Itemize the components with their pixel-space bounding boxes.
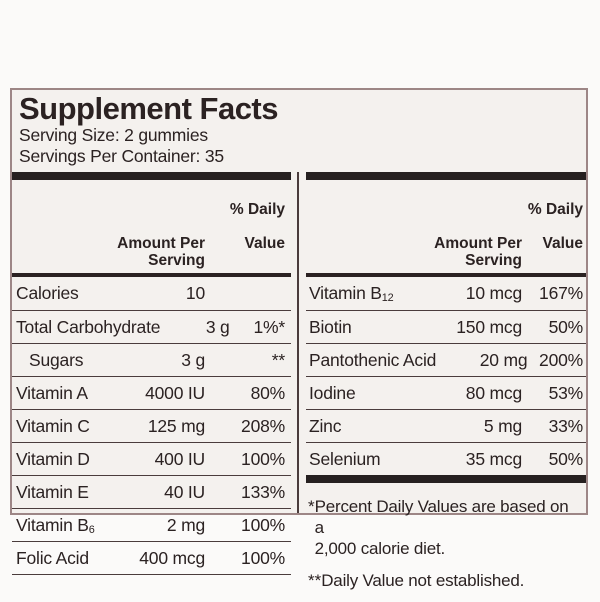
table-row: Sugars 3 g **: [12, 343, 291, 376]
nutrient-name: Vitamin B6: [16, 514, 95, 536]
table-row: Folic Acid 400 mcg 100%: [12, 541, 291, 574]
label-header: Supplement Facts Serving Size: 2 gummies…: [12, 90, 586, 167]
daily-value-percent: 80%: [250, 382, 286, 403]
amount-header-line1: Amount Per: [434, 235, 522, 252]
table-row: Vitamin B6 2 mg 100%: [12, 508, 291, 541]
amount-header-line2: Serving: [465, 252, 522, 269]
daily-value-percent: 50%: [548, 316, 584, 337]
amount-per-serving-value: 125 mg: [147, 415, 205, 436]
daily-value-percent: 100%: [241, 448, 285, 469]
section-divider-bar: [306, 475, 586, 483]
nutrient-rows-left: Calories 10 Total Carbohydrate 3 g 1%* Sugars…: [12, 277, 291, 575]
amount-per-serving-value: 4000 IU: [145, 382, 205, 403]
amount-per-serving-value: 10 mcg: [465, 283, 522, 303]
nutrient-name: Biotin: [309, 316, 352, 337]
daily-value-percent: **: [271, 349, 285, 370]
amount-header-line2: Serving: [148, 252, 205, 269]
label-title: Supplement Facts: [19, 91, 279, 126]
amount-per-serving-value: 80 mcg: [465, 382, 522, 403]
daily-value-percent: 100%: [241, 514, 285, 535]
dv-header-line2: Value: [542, 235, 584, 252]
amount-per-serving-value: 20 mg: [479, 349, 528, 370]
nutrient-name: Pantothenic Acid: [309, 349, 437, 370]
table-row: Selenium 35 mcg 50%: [306, 442, 586, 475]
facts-columns: Amount Per Serving % Daily Value Calorie…: [12, 172, 586, 590]
nutrient-name: Vitamin C: [16, 415, 90, 436]
nutrient-name: Vitamin E: [16, 481, 89, 502]
amount-per-serving-value: 400 mcg: [139, 547, 205, 568]
table-row: Pantothenic Acid 20 mg 200%: [306, 343, 586, 376]
footnote-not-established: ** Daily Value not established.: [308, 570, 582, 591]
table-row: Calories 10: [12, 277, 291, 310]
nutrient-name: Vitamin B12: [309, 283, 394, 305]
dv-header-line2: Value: [244, 235, 286, 252]
facts-column-left: Amount Per Serving % Daily Value Calorie…: [12, 172, 299, 575]
nutrient-name: Folic Acid: [16, 547, 89, 568]
daily-value-percent: 208%: [241, 415, 285, 436]
amount-header-line1: Amount Per: [117, 235, 205, 252]
daily-value-header: % Daily Value: [522, 184, 586, 269]
footnote-daily-values: * Percent Daily Values are based on a 2,00…: [308, 496, 582, 559]
amount-per-serving-value: 150 mcg: [456, 316, 522, 337]
facts-column-right: Amount Per Serving % Daily Value Vitamin…: [299, 172, 586, 590]
serving-size: Serving Size: 2 gummies: [19, 125, 208, 145]
amount-per-serving-value: 400 IU: [154, 448, 206, 469]
footnotes: * Percent Daily Values are based on a 2,00…: [306, 483, 586, 602]
amount-per-serving-value: 40 IU: [164, 481, 205, 502]
nutrient-name: Zinc: [309, 415, 342, 436]
table-row: Total Carbohydrate 3 g 1%*: [12, 310, 291, 343]
nutrient-name: Vitamin D: [16, 448, 90, 469]
nutrient-name: Selenium: [309, 448, 381, 469]
daily-value-percent: 53%: [548, 382, 584, 403]
nutrient-name: Calories: [16, 283, 79, 303]
daily-value-percent: 50%: [548, 448, 584, 469]
table-row: Vitamin E 40 IU 133%: [12, 475, 291, 508]
daily-value-percent: 200%: [539, 349, 583, 370]
amount-per-serving-header: Amount Per Serving: [12, 235, 205, 269]
dv-header-line1: % Daily: [527, 201, 583, 218]
daily-value-header: % Daily Value: [205, 184, 291, 269]
amount-per-serving-value: 2 mg: [166, 514, 205, 535]
amount-per-serving-value: 35 mcg: [465, 448, 522, 469]
supplement-facts-label: Supplement Facts Serving Size: 2 gummies…: [10, 88, 588, 590]
nutrient-name-subscript: 12: [381, 292, 394, 305]
column-header-left: Amount Per Serving % Daily Value: [12, 180, 291, 277]
column-header-right: Amount Per Serving % Daily Value: [306, 180, 586, 277]
section-divider-bar: [12, 172, 291, 180]
table-row: Vitamin B12 10 mcg 167%: [306, 277, 586, 310]
dv-header-line1: % Daily: [229, 201, 285, 218]
nutrient-name: Vitamin A: [16, 382, 88, 403]
nutrient-name: Total Carbohydrate: [16, 316, 161, 337]
amount-per-serving-header: Amount Per Serving: [306, 235, 522, 269]
table-row: Vitamin A 4000 IU 80%: [12, 376, 291, 409]
footnote-text: Daily Value not established.: [321, 571, 525, 590]
daily-value-percent: 133%: [241, 481, 285, 502]
footnote-text: Percent Daily Values are based on a 2,000…: [314, 497, 569, 558]
servings-per-container: Servings Per Container: 35: [19, 146, 224, 166]
footnote-marker: **: [308, 571, 322, 590]
amount-per-serving-value: 3 g: [205, 316, 230, 337]
amount-per-serving-value: 10: [185, 283, 205, 303]
nutrient-rows-right: Vitamin B12 10 mcg 167% Biotin 150 mcg 50% Pan…: [306, 277, 586, 475]
section-divider-bar: [306, 172, 586, 180]
table-row: Zinc 5 mg 33%: [306, 409, 586, 442]
amount-per-serving-value: 5 mg: [483, 415, 522, 436]
daily-value-percent: 100%: [241, 547, 285, 568]
footnote-marker: *: [308, 497, 315, 516]
daily-value-percent: 167%: [539, 283, 583, 303]
daily-value-percent: 1%*: [253, 316, 285, 337]
amount-per-serving-value: 3 g: [181, 349, 205, 370]
daily-value-percent: 33%: [548, 415, 584, 436]
nutrient-name: Iodine: [309, 382, 356, 403]
table-row: Biotin 150 mcg 50%: [306, 310, 586, 343]
table-row: Vitamin C 125 mg 208%: [12, 409, 291, 442]
table-row: Vitamin D 400 IU 100%: [12, 442, 291, 475]
nutrient-name: Sugars: [29, 349, 84, 370]
nutrient-name-subscript: 6: [88, 523, 95, 536]
table-row: Iodine 80 mcg 53%: [306, 376, 586, 409]
